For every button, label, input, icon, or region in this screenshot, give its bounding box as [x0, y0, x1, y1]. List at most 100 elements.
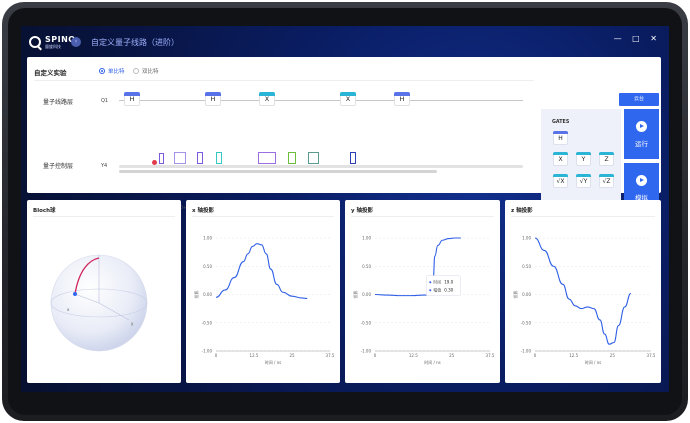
- brand-subtitle: 量旋科技: [45, 44, 61, 49]
- y-tick-label: 0.00: [362, 292, 371, 297]
- y-tick-label: -0.50: [361, 320, 372, 325]
- back-icon[interactable]: ‹: [71, 37, 81, 47]
- run-button[interactable]: 运行: [624, 109, 659, 159]
- x-axis-label: 时间 / ns: [265, 359, 282, 365]
- tooltip-box: [426, 275, 461, 296]
- gate-label: X: [264, 95, 270, 103]
- run-label: 运行: [635, 140, 648, 148]
- gate-bar: [553, 131, 568, 134]
- palette-gate-label: X: [558, 156, 563, 163]
- x-tick-label: 25: [610, 353, 616, 358]
- palette-gate-label: √Z: [602, 178, 611, 185]
- pulse-block[interactable]: [350, 152, 356, 164]
- control-layer-label: 量子控制层: [43, 163, 74, 170]
- y-axis-label: 投影: [512, 291, 518, 299]
- palette-gate-label: H: [558, 135, 563, 142]
- chart-title: x 轴投影: [192, 208, 214, 214]
- window-controls[interactable]: — □ ✕: [613, 34, 661, 43]
- y-tick-label: -1.00: [202, 349, 213, 354]
- circuit-gate-x-1[interactable]: X: [259, 92, 275, 106]
- gate-bar: [553, 174, 568, 177]
- state-trajectory: [74, 257, 100, 295]
- gate-label: H: [210, 95, 216, 103]
- x-axis-label: 时间 / ns: [424, 359, 441, 365]
- x-tick-label: 12.5: [250, 353, 259, 358]
- x-projection-panel: x 轴投影 1.00 0.50 0.00 -0.50 -1.00 0 12.5 25 37.5 时…: [186, 200, 340, 383]
- x-tick-label: 25: [289, 353, 295, 358]
- y-projection-chart: 1.00 0.50 0.00 -0.50 -1.000 12.5 25 37.5 时间 / ns…: [352, 236, 495, 366]
- y-tick-label: 1.00: [522, 236, 531, 241]
- gate-label: X: [345, 95, 351, 103]
- x-tick-label: 0: [534, 353, 537, 358]
- divider: [511, 216, 655, 217]
- tooltip: 时间 19.0幅值 0.30: [426, 275, 461, 296]
- series-line: [215, 243, 308, 300]
- qubit-wire: [119, 100, 523, 101]
- gates-title: GATES: [552, 120, 570, 125]
- tooltip-key: 时间: [433, 279, 441, 285]
- play-icon: [636, 121, 647, 132]
- bloch-sphere: x y: [50, 254, 148, 352]
- palette-gate-h[interactable]: H: [553, 131, 568, 145]
- pulse-block[interactable]: [258, 152, 276, 164]
- y-axis-label: 投影: [193, 291, 199, 299]
- x-axis-label: 时间 / ns: [585, 359, 602, 365]
- pulse-block[interactable]: [288, 152, 296, 164]
- pulse-block[interactable]: [197, 152, 203, 164]
- qubit-label: Q1: [101, 98, 109, 104]
- palette-gate-label: √X: [556, 178, 565, 185]
- gate-bar: [576, 174, 591, 177]
- radio-dot-icon: [133, 68, 139, 74]
- palette-gate-y[interactable]: Y: [576, 152, 591, 166]
- gate-bar: [599, 152, 614, 155]
- circuit-gate-h-3[interactable]: H: [394, 92, 410, 106]
- mode-single-qubit-radio[interactable]: 单比特: [99, 67, 125, 75]
- y-tick-label: -1.00: [521, 349, 532, 354]
- palette-gate-sqrt-z[interactable]: √Z: [599, 174, 614, 188]
- gate-bar: [553, 152, 568, 155]
- y-tick-label: 0.50: [362, 264, 371, 269]
- divider: [34, 80, 534, 81]
- z-projection-chart: 1.00 0.50 0.00 -0.50 -1.000 12.5 25 37.5 时间 / ns…: [512, 236, 656, 366]
- timeline-scrollbar[interactable]: [119, 170, 437, 173]
- divider: [192, 216, 334, 217]
- tooltip-value: 19.0: [444, 280, 453, 285]
- cloud-button[interactable]: 云台: [619, 93, 659, 106]
- palette-gate-z[interactable]: Z: [599, 152, 614, 166]
- y-axis: [98, 302, 130, 321]
- pulse-block[interactable]: [174, 152, 186, 164]
- x-axis: [74, 293, 100, 304]
- gate-bar: [259, 92, 275, 96]
- gate-bar: [394, 92, 410, 96]
- z-projection-panel: z 轴投影 1.00 0.50 0.00 -0.50 -1.00 0 12.5 25 37.5 时…: [505, 200, 661, 383]
- divider: [33, 216, 175, 217]
- gate-bar: [576, 152, 591, 155]
- tooltip-key: 幅值: [433, 287, 441, 293]
- divider: [351, 216, 494, 217]
- palette-gate-sqrt-y[interactable]: √Y: [576, 174, 591, 188]
- brand-logo-icon: [29, 36, 41, 48]
- mode-two-qubit-radio[interactable]: 双比特: [133, 67, 159, 75]
- palette-gate-x[interactable]: X: [553, 152, 568, 166]
- x-projection-chart: 1.00 0.50 0.00 -0.50 -1.000 12.5 25 37.5 时间 / ns…: [193, 236, 335, 366]
- radio-dot-icon: [99, 68, 105, 74]
- x-tick-label: 12.5: [409, 353, 418, 358]
- circuit-gate-h-2[interactable]: H: [205, 92, 221, 106]
- experiment-title: 自定义实验: [34, 69, 67, 77]
- series-line: [534, 237, 632, 345]
- circuit-gate-h-1[interactable]: H: [124, 92, 140, 106]
- chart-title: z 轴投影: [511, 208, 533, 214]
- pulse-block[interactable]: [308, 152, 319, 164]
- gate-bar: [340, 92, 356, 96]
- y-tick-label: 0.00: [522, 292, 531, 297]
- timeline-cursor[interactable]: [152, 160, 157, 165]
- pulse-block[interactable]: [216, 152, 222, 164]
- gate-bar: [205, 92, 221, 96]
- pulse-block[interactable]: [159, 153, 164, 164]
- circuit-gate-x-2[interactable]: X: [340, 92, 356, 106]
- tooltip-dot: [429, 281, 432, 284]
- bloch-panel: Bloch球 x y: [27, 200, 181, 383]
- state-point: [73, 292, 77, 296]
- y-tick-label: 0.00: [203, 292, 212, 297]
- palette-gate-sqrt-x[interactable]: √X: [553, 174, 568, 188]
